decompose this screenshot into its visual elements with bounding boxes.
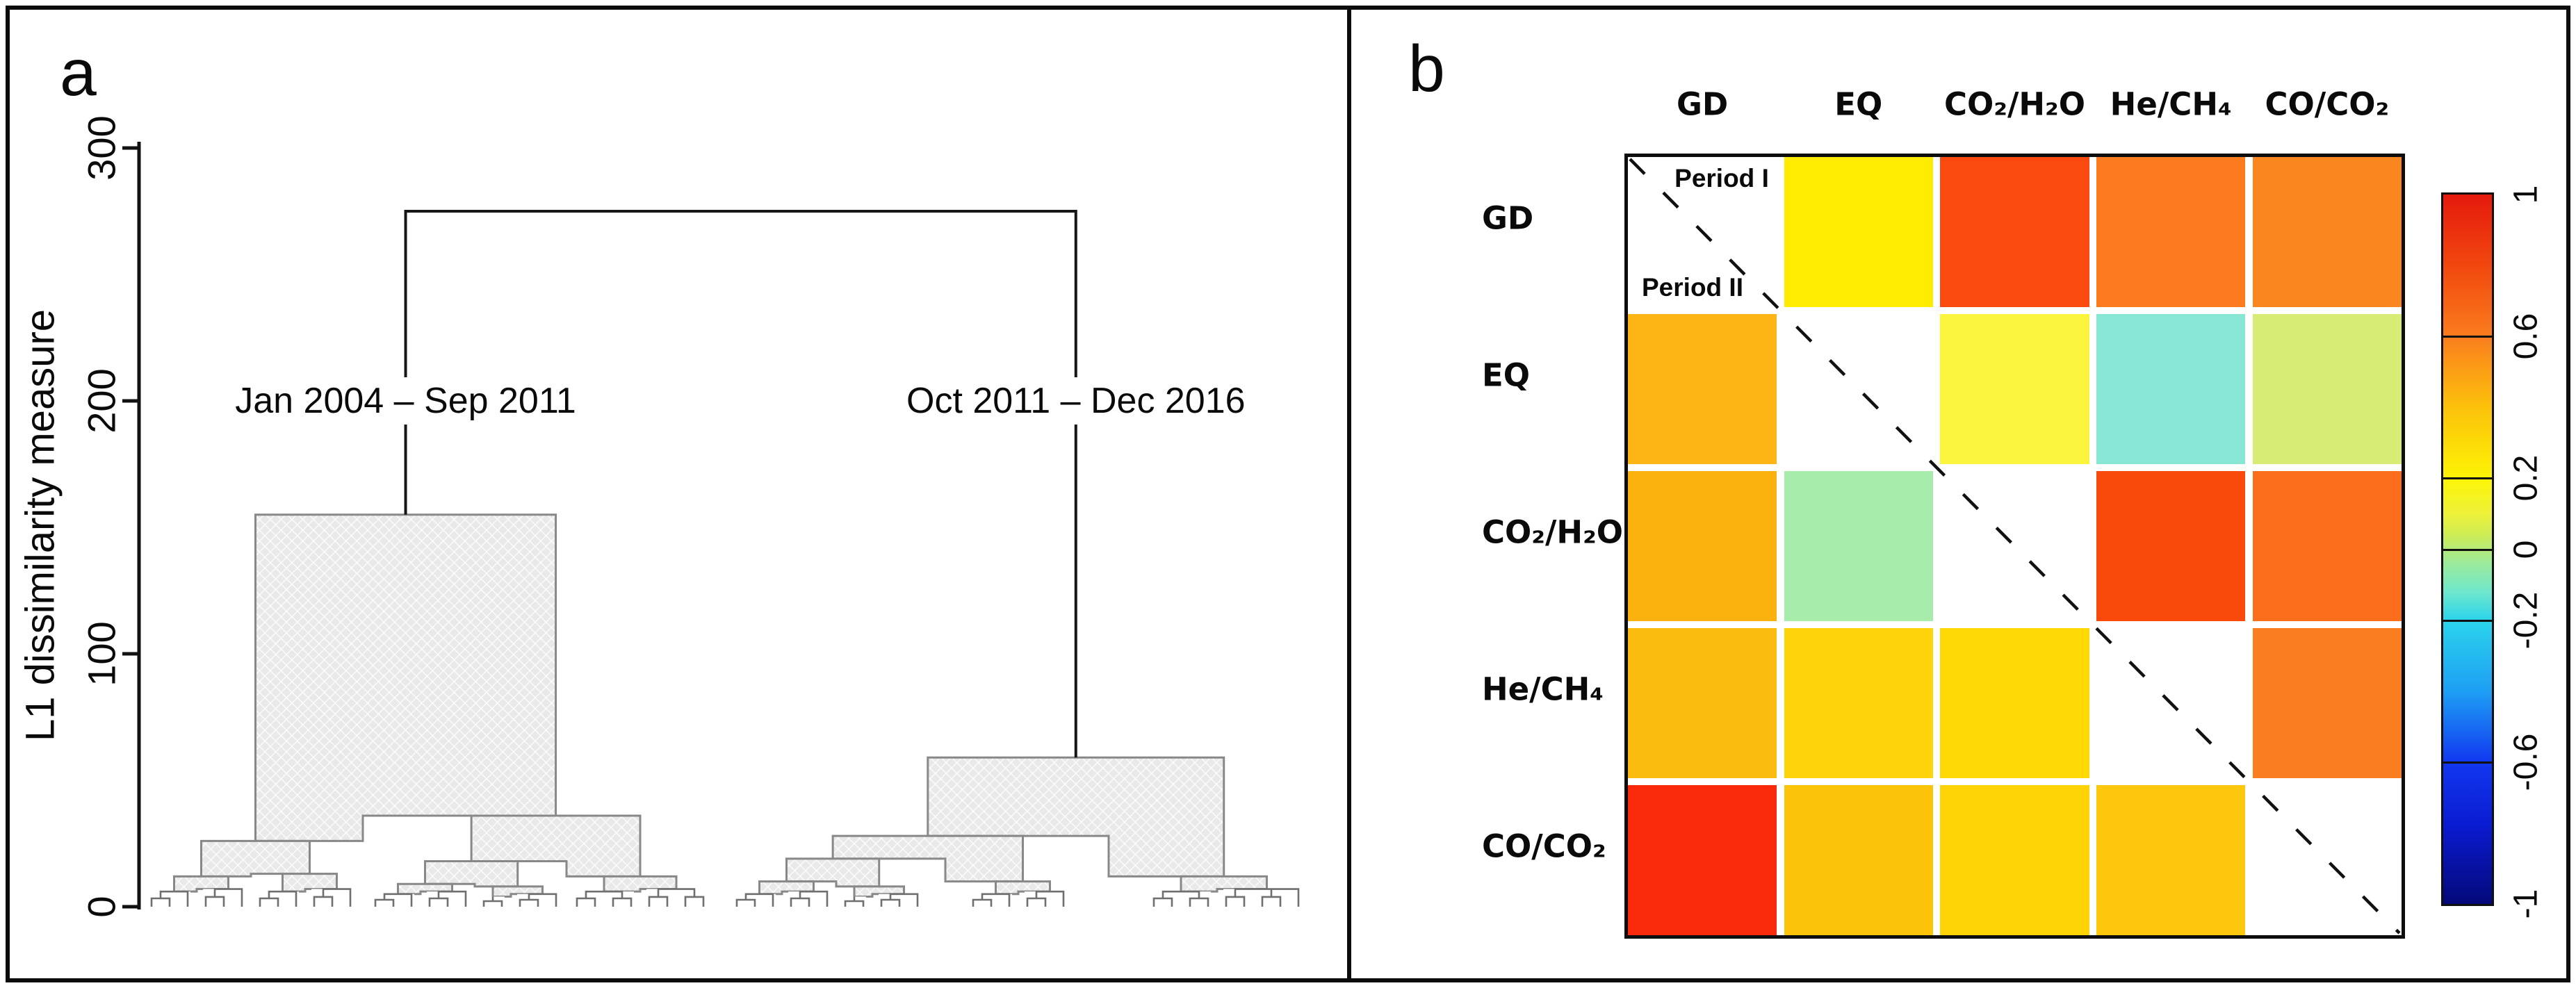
colorbar-tick-line xyxy=(2443,619,2492,622)
dendrogram-twig xyxy=(482,896,503,907)
dendrogram-twig xyxy=(428,890,467,907)
matrix-cell xyxy=(2252,314,2402,464)
dendrogram-twig xyxy=(1026,890,1065,907)
colorbar-tick-line xyxy=(2443,761,2492,764)
colorbar-tick-line xyxy=(2443,477,2492,480)
colorbar-tick-label: 1 xyxy=(2507,185,2545,204)
dendrogram: 0 100 200 300 xyxy=(79,115,1300,918)
matrix-cell xyxy=(1628,314,1777,464)
colorbar-tick-label: 0 xyxy=(2507,540,2545,559)
y-axis-tick-label: 100 xyxy=(80,621,124,686)
matrix-col-header: He/CH₄ xyxy=(2110,85,2232,123)
matrix-cell xyxy=(1784,157,1933,307)
matrix-cell xyxy=(1784,471,1933,621)
root-link xyxy=(404,210,1077,758)
matrix-col-header: EQ xyxy=(1834,85,1883,123)
y-axis-tick-label: 300 xyxy=(80,115,124,180)
y-axis-title: L1 dissimilarity measure xyxy=(17,308,63,742)
dendrogram-twig xyxy=(972,893,1011,907)
dendrogram-twig xyxy=(150,890,189,907)
matrix-cell xyxy=(2252,471,2402,621)
dendrogram-twig xyxy=(519,893,557,907)
matrix-cell xyxy=(1940,628,2089,778)
dendrogram-twig xyxy=(790,890,829,907)
colorbar xyxy=(2441,192,2494,906)
matrix-row-header: EQ xyxy=(1482,356,1530,394)
matrix-cell xyxy=(1940,785,2089,935)
figure-border xyxy=(6,6,2570,982)
dendrogram-twig xyxy=(735,893,774,907)
matrix-cell xyxy=(1784,785,1933,935)
period-2-label: Period II xyxy=(1642,273,1743,302)
matrix-row-header: GD xyxy=(1482,199,1534,237)
twig-backing xyxy=(1151,891,1211,907)
matrix-cell xyxy=(2252,628,2402,778)
matrix-row-header: CO/CO₂ xyxy=(1482,828,1606,865)
period-1-label: Period I xyxy=(1674,164,1769,192)
y-axis-tick-label: 200 xyxy=(80,368,124,433)
matrix-cell xyxy=(1628,628,1777,778)
dendrogram-twig xyxy=(880,893,919,907)
matrix-cell xyxy=(1940,157,2089,307)
colorbar-tick-label: -0.2 xyxy=(2507,591,2545,649)
colorbar-tick-label: -1 xyxy=(2507,889,2545,919)
dendrogram-twig xyxy=(204,888,243,907)
dendrogram-twig xyxy=(844,896,865,907)
matrix-cell xyxy=(1628,471,1777,621)
colorbar-tick-line xyxy=(2443,336,2492,338)
diagonal-dashed-line xyxy=(1629,158,2401,935)
matrix-row-header: He/CH₄ xyxy=(1482,670,1604,708)
panel-divider xyxy=(1347,6,1351,982)
panel-b-label: b xyxy=(1408,32,1445,106)
twig-backing xyxy=(574,891,634,907)
matrix-col-header: GD xyxy=(1676,85,1729,123)
dendrogram-twig xyxy=(576,890,633,907)
matrix-cell xyxy=(1784,628,1933,778)
dendrogram-cluster-box xyxy=(424,859,519,888)
matrix-cell xyxy=(1628,785,1777,935)
matrix-cell xyxy=(2252,157,2402,307)
colorbar-tick-line xyxy=(2443,548,2492,551)
colorbar-tick-label: -0.6 xyxy=(2507,733,2545,791)
dendrogram-twig xyxy=(313,888,352,907)
dendrogram-twig xyxy=(374,893,413,907)
cluster-label: Oct 2011 – Dec 2016 xyxy=(896,377,1255,425)
matrix-col-header: CO/CO₂ xyxy=(2265,85,2390,123)
colorbar-tick-label: 0.2 xyxy=(2507,455,2545,502)
dendrogram-cluster-box xyxy=(200,839,311,878)
matrix-cell xyxy=(2096,314,2246,464)
dendrogram-twig xyxy=(648,888,705,907)
matrix-row-header: CO₂/H₂O xyxy=(1482,513,1624,551)
y-axis-tick-label: 0 xyxy=(80,896,124,917)
matrix-cell xyxy=(1940,314,2089,464)
matrix-col-header: CO₂/H₂O xyxy=(1943,85,2086,123)
matrix-cell xyxy=(2096,471,2246,621)
matrix-cell xyxy=(2096,157,2246,307)
colorbar-tick-label: 0.6 xyxy=(2507,313,2545,360)
correlation-matrix: Period I Period II xyxy=(1624,154,2405,939)
panel-a-label: a xyxy=(60,36,97,110)
dendrogram-twig xyxy=(1225,888,1300,907)
matrix-cell xyxy=(2096,785,2246,935)
dendrogram-twig xyxy=(259,890,297,907)
dendrogram-cluster-box xyxy=(254,513,557,842)
dendrogram-twig xyxy=(1152,890,1209,907)
cluster-label: Jan 2004 – Sep 2011 xyxy=(225,377,586,425)
